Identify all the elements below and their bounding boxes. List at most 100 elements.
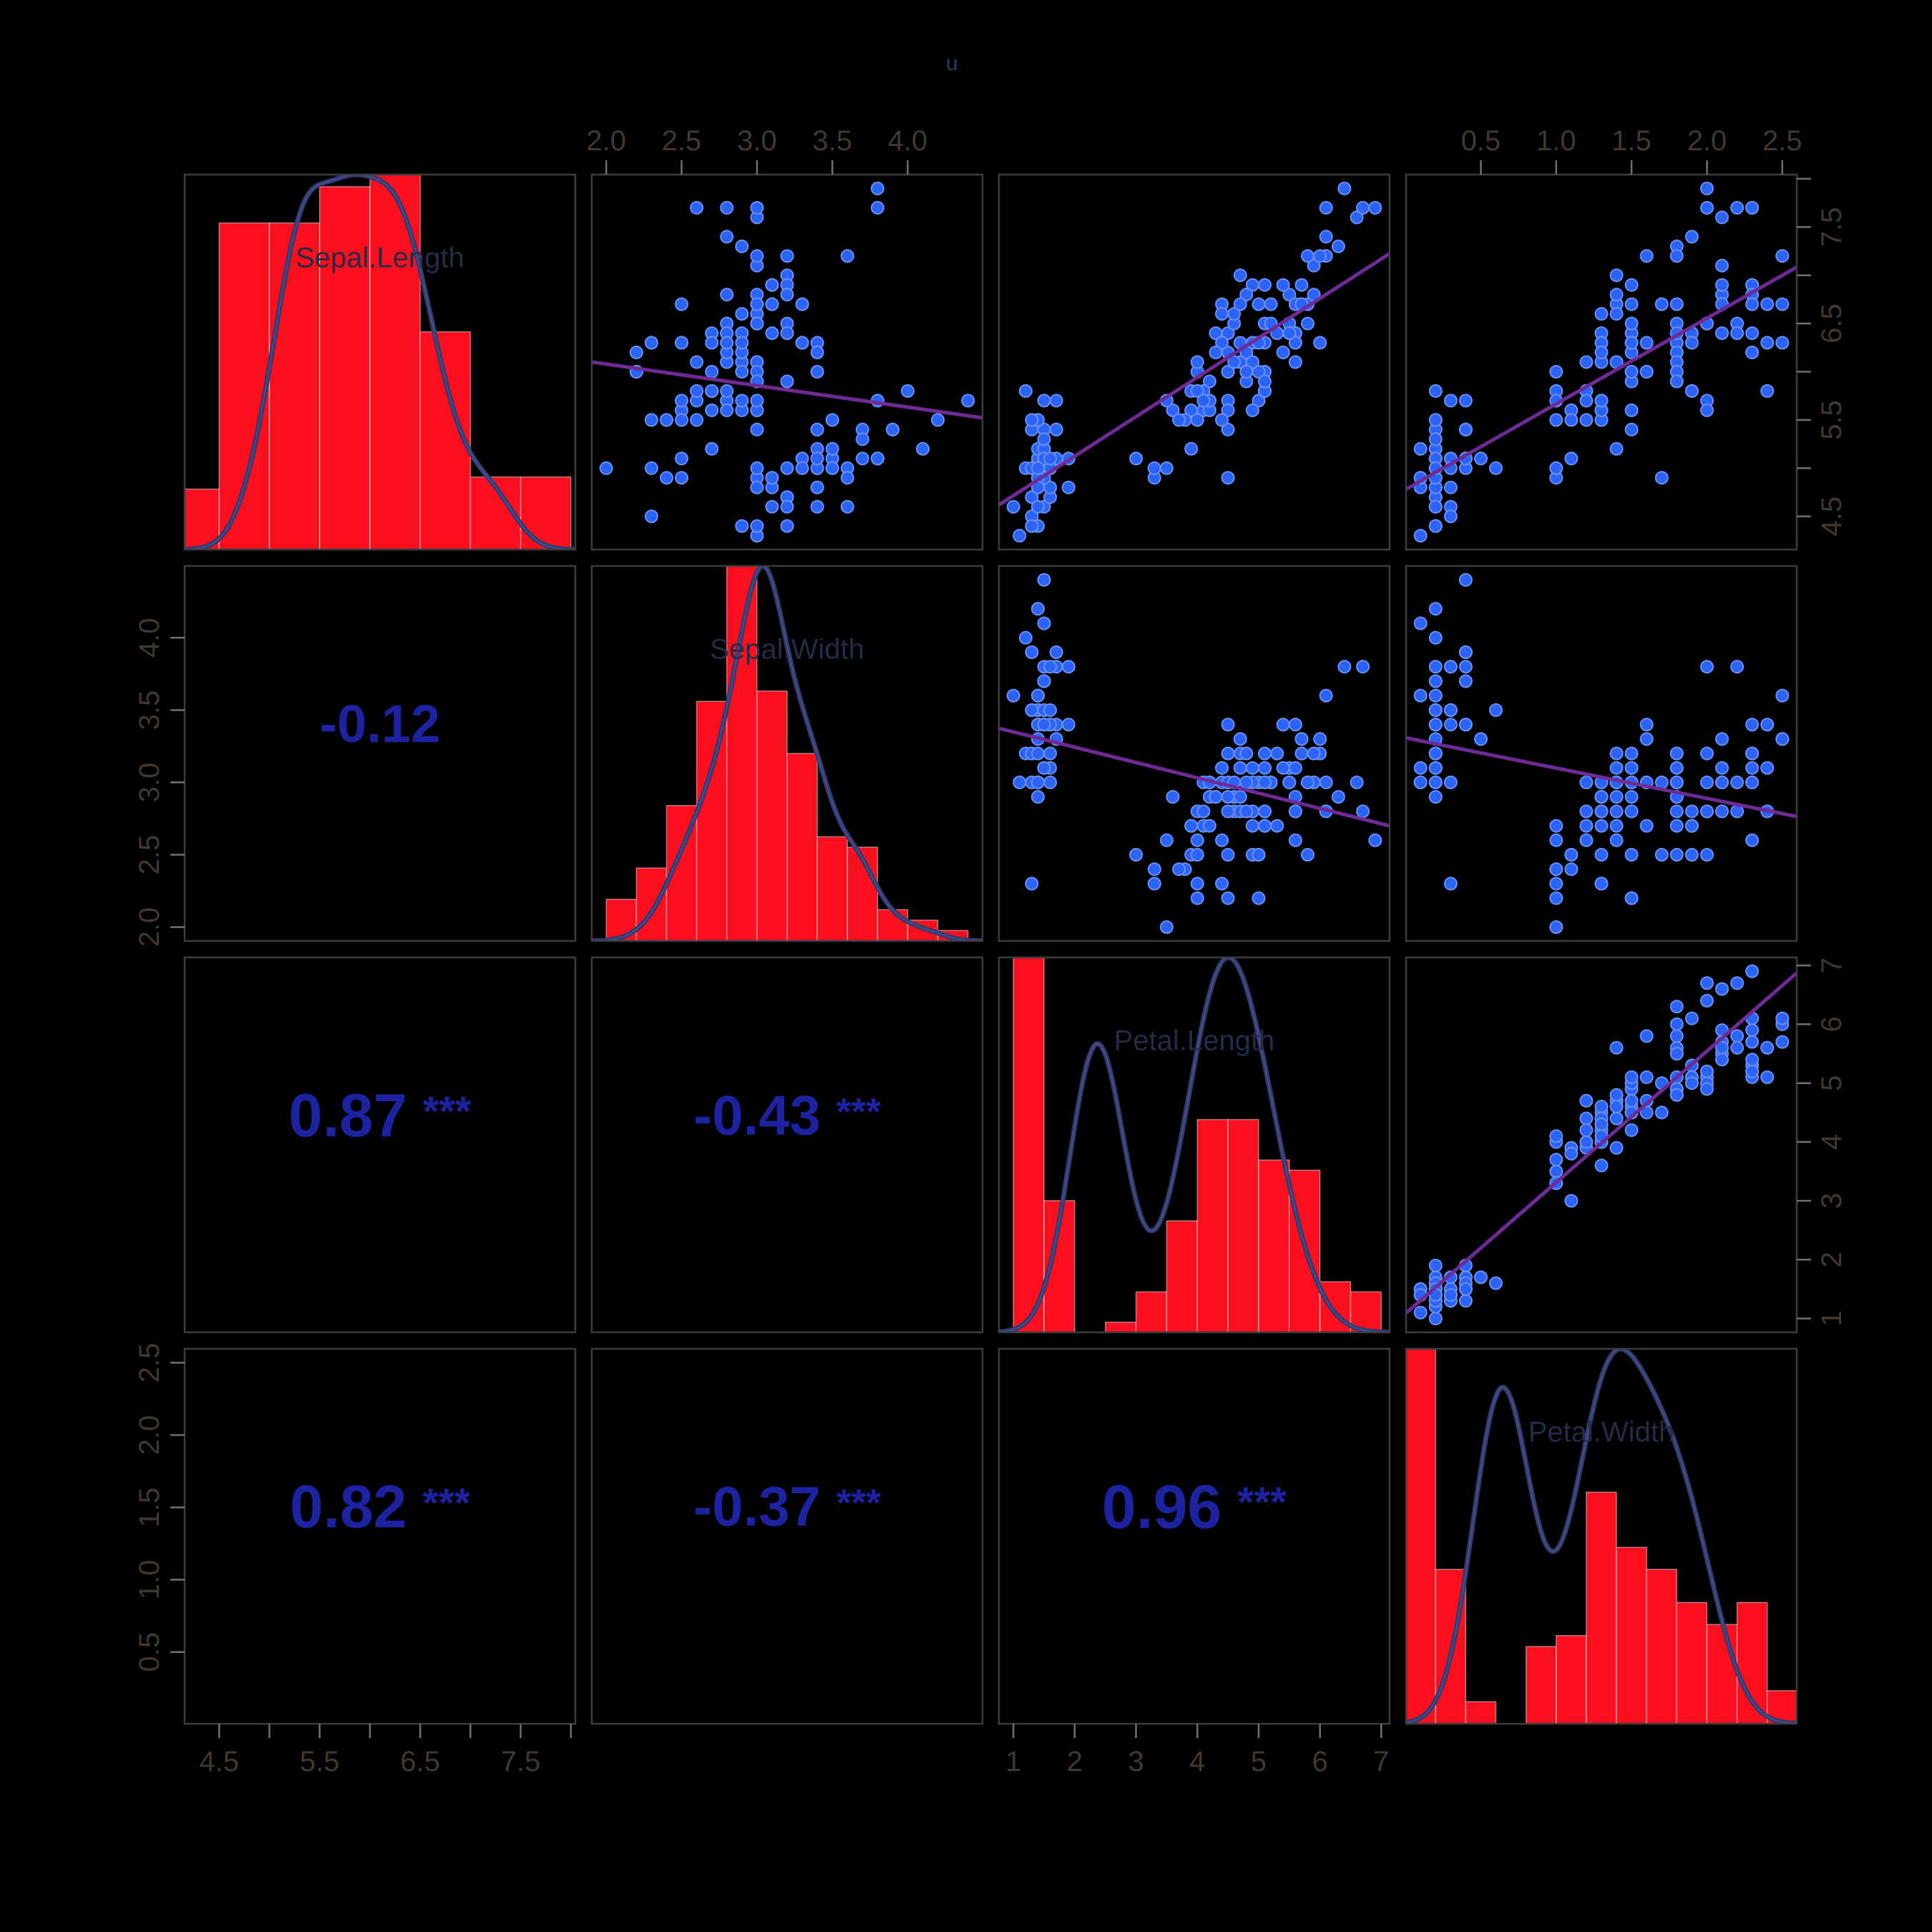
- data-point: [1368, 200, 1382, 215]
- data-point: [1227, 355, 1241, 369]
- data-point: [1594, 819, 1609, 833]
- data-point: [1025, 519, 1039, 533]
- data-point: [931, 413, 945, 427]
- data-point: [599, 461, 613, 475]
- data-point: [840, 249, 854, 263]
- data-point: [1609, 1040, 1624, 1055]
- data-point: [1669, 775, 1684, 789]
- axis-tick-label: 7: [1816, 957, 1848, 973]
- data-point: [840, 499, 854, 514]
- data-point: [765, 278, 779, 292]
- data-point: [1258, 761, 1272, 775]
- data-point: [1669, 1029, 1684, 1043]
- data-point: [1624, 365, 1639, 379]
- data-point: [1245, 819, 1259, 833]
- data-point: [1579, 1135, 1594, 1149]
- data-point: [1025, 413, 1039, 427]
- data-point: [1037, 761, 1051, 775]
- hist-bar: [1105, 1322, 1137, 1332]
- data-point: [750, 316, 764, 331]
- data-point: [1669, 1088, 1684, 1102]
- data-point: [1018, 384, 1033, 398]
- data-point: [1669, 819, 1684, 833]
- panel-frame-r2c2: [997, 956, 1391, 1334]
- data-point: [1258, 746, 1272, 761]
- axis-tick-label: 6: [1816, 1016, 1848, 1032]
- data-point: [1609, 790, 1624, 804]
- data-point: [660, 471, 673, 485]
- panel-frame-r3c1: [590, 1347, 984, 1725]
- data-point: [675, 413, 688, 427]
- data-point: [855, 452, 869, 466]
- hist-bar: [519, 476, 572, 550]
- data-point: [1428, 413, 1443, 427]
- density-curve-highlight: [592, 566, 982, 941]
- data-point: [1258, 278, 1272, 292]
- data-point: [1775, 732, 1790, 746]
- data-point: [1190, 355, 1204, 369]
- data-point: [1775, 297, 1790, 311]
- data-point: [1428, 660, 1443, 674]
- data-point: [1037, 616, 1051, 630]
- data-point: [901, 384, 914, 398]
- data-point: [1006, 499, 1020, 514]
- data-point: [780, 326, 794, 341]
- data-point: [1428, 1259, 1443, 1273]
- data-point: [1319, 688, 1333, 703]
- axis-tick-label: 4: [1816, 1134, 1848, 1150]
- data-point: [1669, 746, 1684, 761]
- data-point: [1654, 471, 1669, 485]
- panel-frame-r3c0: [183, 1347, 577, 1725]
- data-point: [1624, 1070, 1639, 1084]
- data-point: [750, 394, 764, 408]
- hist-bar: [1196, 1118, 1229, 1332]
- data-point: [1184, 441, 1199, 456]
- data-point: [1221, 746, 1235, 761]
- data-point: [1775, 1011, 1790, 1025]
- data-point: [1639, 1070, 1654, 1084]
- data-point: [1282, 775, 1297, 789]
- data-point: [870, 181, 884, 195]
- data-point: [1172, 862, 1186, 877]
- data-point: [1639, 336, 1654, 350]
- data-point: [1624, 848, 1639, 862]
- data-point: [750, 461, 764, 475]
- data-point: [1458, 422, 1473, 436]
- hist-bar: [1525, 1646, 1557, 1724]
- data-point: [1624, 297, 1639, 311]
- data-point: [1669, 1047, 1684, 1060]
- data-point: [1202, 819, 1216, 833]
- data-point: [1745, 746, 1760, 761]
- data-point: [1356, 660, 1370, 674]
- significance-stars: ***: [1237, 1478, 1287, 1526]
- data-point: [1264, 297, 1278, 311]
- data-point: [1288, 761, 1302, 775]
- hist-bar: [1616, 1546, 1647, 1724]
- data-point: [916, 441, 930, 456]
- data-point: [1031, 746, 1045, 761]
- data-point: [1443, 480, 1458, 494]
- data-point: [1443, 877, 1458, 891]
- hist-bar: [635, 867, 668, 941]
- data-point: [1579, 1123, 1594, 1137]
- data-point: [870, 200, 884, 215]
- significance-stars: ***: [836, 1482, 881, 1524]
- hist-bar: [1406, 1349, 1437, 1724]
- data-point: [1549, 1164, 1563, 1179]
- data-point: [1564, 1146, 1579, 1161]
- data-point: [1745, 346, 1760, 359]
- data-point: [1458, 674, 1473, 688]
- data-point: [735, 519, 749, 533]
- data-point: [1669, 297, 1684, 311]
- data-point: [1159, 461, 1174, 475]
- data-point: [1624, 746, 1639, 761]
- data-point: [1037, 394, 1051, 408]
- data-point: [1549, 891, 1563, 905]
- data-point: [1049, 645, 1063, 659]
- data-point: [1579, 819, 1594, 833]
- data-point: [810, 365, 824, 379]
- data-point: [1443, 775, 1458, 789]
- data-point: [1609, 819, 1624, 833]
- data-point: [1172, 413, 1186, 427]
- data-point: [1270, 746, 1284, 761]
